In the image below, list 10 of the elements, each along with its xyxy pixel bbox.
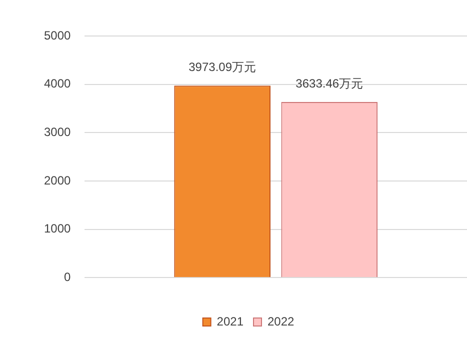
y-tick-label: 0 [64, 270, 72, 284]
data-label: 3973.09万元 [188, 60, 256, 74]
y-tick-label: 2000 [44, 173, 72, 188]
y-tick-label: 1000 [44, 222, 72, 236]
legend-label: 2022 [268, 314, 295, 328]
y-tick-label: 5000 [44, 28, 72, 42]
data-label: 3633.46万元 [296, 76, 364, 90]
y-tick-label: 4000 [44, 76, 72, 91]
legend-label: 2021 [216, 314, 244, 328]
y-tick-label: 3000 [44, 124, 72, 139]
